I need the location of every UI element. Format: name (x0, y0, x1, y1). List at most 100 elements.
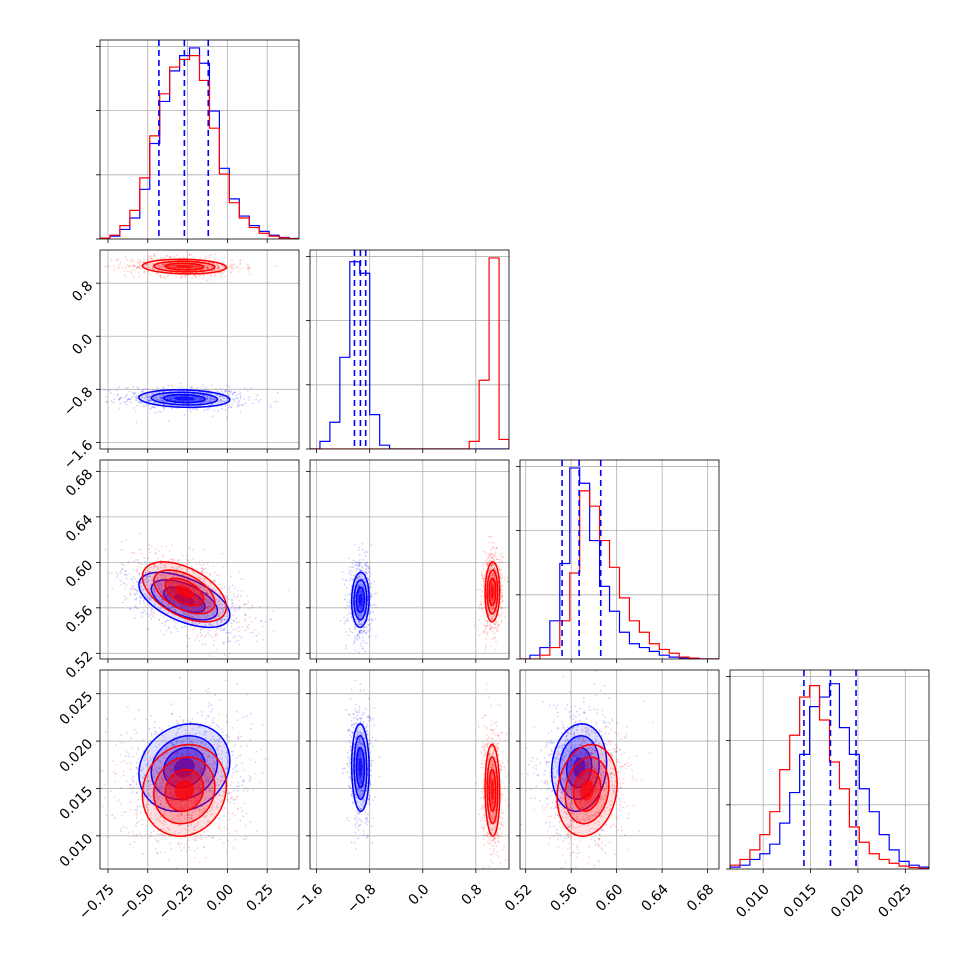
scatter-point (121, 568, 124, 571)
scatter-point (134, 808, 136, 811)
scatter-point (161, 576, 164, 579)
scatter-point (164, 256, 167, 259)
scatter-point (349, 593, 352, 596)
scatter-point (166, 275, 168, 278)
scatter-point (489, 628, 492, 631)
scatter-point (218, 606, 221, 609)
scatter-point (208, 401, 211, 403)
scatter-point (350, 613, 352, 615)
scatter-point (361, 585, 364, 588)
scatter-point (172, 589, 175, 591)
scatter-point (218, 266, 220, 269)
scatter-point (362, 629, 365, 632)
scatter-point (227, 641, 230, 644)
scatter-point (187, 749, 189, 752)
scatter-point (230, 575, 232, 578)
scatter-point (160, 276, 163, 279)
scatter-point (135, 598, 138, 601)
scatter-point (173, 614, 175, 616)
scatter-point (159, 562, 162, 565)
scatter-point (161, 264, 164, 267)
scatter-point (148, 597, 151, 600)
scatter-point (361, 636, 364, 639)
scatter-point (242, 815, 245, 818)
scatter-point (371, 619, 374, 622)
scatter-point (166, 776, 169, 779)
scatter-point (214, 590, 217, 593)
scatter-point (185, 778, 188, 780)
scatter-point (193, 572, 196, 575)
scatter-point (490, 564, 493, 567)
scatter-point (202, 563, 205, 566)
scatter-point (142, 776, 145, 779)
scatter-point (487, 554, 490, 557)
scatter-point (168, 599, 171, 602)
scatter-point (221, 604, 224, 606)
scatter-point (207, 254, 210, 257)
scatter-point (186, 601, 189, 604)
scatter-point (170, 582, 173, 585)
scatter-point (494, 648, 497, 651)
scatter-point (174, 267, 177, 269)
scatter-point (193, 758, 196, 761)
scatter-point (356, 600, 359, 603)
scatter-point (205, 598, 207, 601)
scatter-point (491, 557, 494, 559)
scatter-point (196, 795, 199, 798)
scatter-point (341, 570, 344, 573)
scatter-point (139, 602, 142, 605)
scatter-point (213, 269, 215, 272)
scatter-point (354, 574, 357, 576)
scatter-point (231, 602, 233, 605)
scatter-point (191, 579, 194, 582)
scatter-point (365, 573, 368, 576)
scatter-point (152, 613, 155, 615)
scatter-point (150, 257, 152, 260)
scatter-point (485, 624, 488, 627)
scatter-point (236, 785, 239, 788)
scatter-point (482, 562, 485, 565)
scatter-point (179, 598, 182, 601)
scatter-point (199, 593, 202, 596)
scatter-point (357, 630, 360, 633)
scatter-point (162, 578, 165, 581)
scatter-point (207, 602, 209, 605)
scatter-point (170, 566, 173, 569)
scatter-point (217, 614, 219, 617)
scatter-point (188, 547, 191, 550)
scatter-point (160, 578, 163, 580)
scatter-point (133, 269, 136, 272)
scatter-point (159, 761, 162, 763)
scatter-point (206, 591, 208, 593)
scatter-point (207, 267, 210, 270)
scatter-point (187, 579, 190, 581)
scatter-point (184, 276, 187, 278)
scatter-point (190, 817, 193, 820)
scatter-point (174, 582, 177, 585)
scatter-point (167, 580, 170, 583)
scatter-point (142, 258, 145, 261)
scatter-point (232, 628, 235, 631)
scatter-point (222, 400, 224, 403)
scatter-point (185, 559, 188, 561)
scatter-point (192, 628, 194, 631)
scatter-point (225, 631, 227, 634)
scatter-point (218, 698, 221, 701)
scatter-point (170, 631, 172, 634)
scatter-point (183, 413, 186, 416)
scatter-point (112, 401, 115, 404)
scatter-point (490, 565, 493, 567)
scatter-point (146, 627, 149, 630)
scatter-point (494, 553, 497, 556)
scatter-point (156, 386, 159, 389)
scatter-point (164, 799, 167, 802)
scatter-point (120, 568, 123, 570)
scatter-point (119, 579, 122, 582)
scatter-point (348, 612, 351, 614)
scatter-point (226, 596, 229, 598)
scatter-point (491, 598, 494, 601)
scatter-point (364, 631, 366, 634)
scatter-point (225, 679, 227, 682)
scatter-point (129, 784, 132, 787)
scatter-point (499, 571, 501, 574)
